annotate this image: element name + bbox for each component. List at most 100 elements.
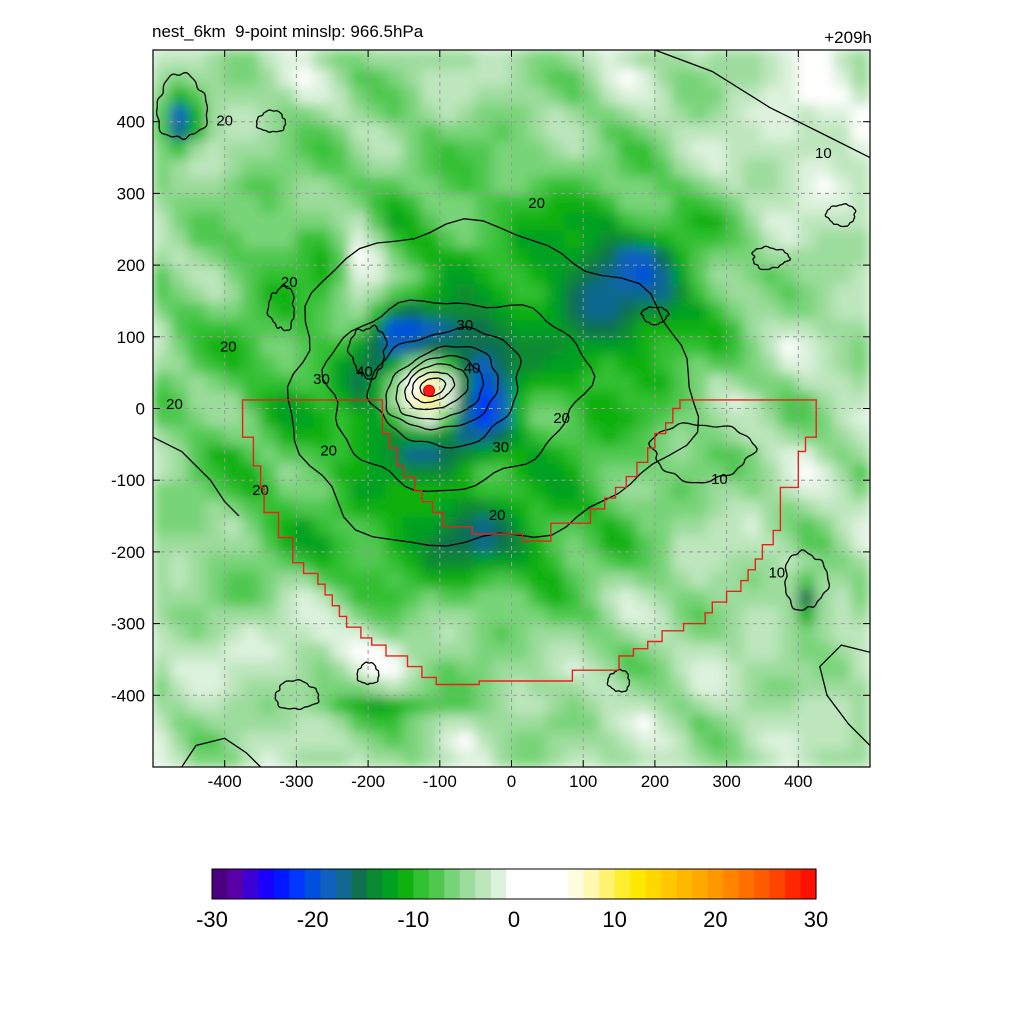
- field-cell: [510, 50, 531, 69]
- field-cell: [492, 210, 513, 231]
- field-cell: [385, 461, 405, 482]
- colorbar-swatch: [242, 869, 260, 899]
- colorbar-swatch: [273, 869, 291, 899]
- field-cell: [635, 102, 656, 123]
- field-cell: [402, 640, 423, 661]
- field-cell: [438, 748, 459, 767]
- field-cell: [349, 568, 370, 589]
- field-cell: [385, 497, 405, 518]
- colorbar-swatch: [258, 869, 275, 899]
- field-cell: [635, 264, 656, 285]
- field-cell: [331, 174, 352, 195]
- field-cell: [205, 407, 226, 428]
- field-cell: [420, 461, 441, 482]
- field-cell: [474, 84, 495, 105]
- field-cell: [600, 389, 621, 410]
- field-cell: [153, 389, 172, 410]
- field-cell: [725, 335, 746, 356]
- field-cell: [169, 497, 190, 518]
- field-cell: [815, 550, 836, 571]
- field-cell: [743, 50, 764, 69]
- field-cell: [743, 138, 764, 159]
- field-cell: [815, 66, 836, 87]
- field-cell: [438, 282, 459, 302]
- field-cell: [385, 389, 405, 410]
- field-cell: [600, 658, 621, 679]
- field-cell: [259, 443, 280, 464]
- field-cell: [671, 658, 692, 679]
- field-cell: [797, 461, 818, 482]
- field-cell: [402, 550, 423, 571]
- field-cell: [349, 622, 370, 643]
- field-cell: [833, 371, 854, 392]
- field-cell: [635, 407, 656, 428]
- field-cell: [223, 586, 244, 607]
- field-cell: [582, 407, 603, 428]
- field-cell: [420, 299, 441, 320]
- field-cell: [833, 676, 854, 697]
- contour-line: [346, 324, 388, 380]
- field-cell: [851, 120, 870, 141]
- field-cell: [331, 371, 352, 392]
- field-cell: [851, 676, 870, 697]
- field-cell: [600, 604, 621, 625]
- field-cell: [707, 748, 728, 767]
- forecast-hour-label: +209h: [824, 28, 872, 47]
- field-cell: [169, 730, 190, 751]
- field-cell: [546, 174, 567, 195]
- field-cell: [313, 622, 334, 643]
- field-cell: [528, 50, 549, 69]
- field-cell: [779, 282, 800, 302]
- y-tick-label: 300: [117, 184, 145, 203]
- field-cell: [153, 550, 172, 571]
- field-cell: [510, 550, 531, 571]
- field-cell: [761, 748, 782, 767]
- storm-center-marker: [423, 384, 436, 397]
- field-cell: [313, 407, 334, 428]
- field-cell: [564, 604, 585, 625]
- field-cell: [492, 353, 513, 374]
- field-cell: [779, 210, 800, 231]
- field-cell: [689, 156, 710, 177]
- red-boundary: [241, 399, 817, 686]
- field-cell: [456, 461, 477, 482]
- field-cell: [205, 192, 226, 213]
- field-cell: [205, 371, 226, 392]
- field-cell: [689, 50, 710, 69]
- field-cell: [689, 66, 710, 87]
- field-cell: [797, 282, 818, 302]
- field-cell: [582, 192, 603, 213]
- field-cell: [169, 264, 190, 285]
- field-cell: [833, 389, 854, 410]
- field-cell: [725, 264, 746, 285]
- field-cell: [331, 192, 352, 213]
- field-cell: [385, 694, 405, 715]
- field-cell: [349, 407, 370, 428]
- field-cell: [241, 174, 262, 195]
- field-cell: [689, 497, 710, 518]
- field-cell: [671, 50, 692, 69]
- colorbar-swatch: [320, 869, 337, 899]
- field-cell: [618, 425, 638, 446]
- field-cell: [385, 50, 405, 69]
- field-cell: [635, 479, 656, 500]
- field-cell: [618, 712, 638, 733]
- field-cell: [313, 586, 334, 607]
- field-cell: [671, 120, 692, 141]
- field-cell: [187, 299, 208, 320]
- field-cell: [528, 353, 549, 374]
- field-cell: [367, 515, 388, 535]
- field-cell: [474, 353, 495, 374]
- field-cell: [833, 443, 854, 464]
- colorbar-swatch: [614, 869, 631, 899]
- field-cell: [492, 497, 513, 518]
- field-cell: [385, 210, 405, 231]
- field-cell: [474, 497, 495, 518]
- field-cell: [689, 120, 710, 141]
- field-cell: [313, 102, 334, 123]
- field-cell: [295, 174, 316, 195]
- field-cell: [277, 66, 298, 87]
- field-cell: [797, 676, 818, 697]
- field-cell: [707, 568, 728, 589]
- x-tick-label: -300: [279, 772, 313, 791]
